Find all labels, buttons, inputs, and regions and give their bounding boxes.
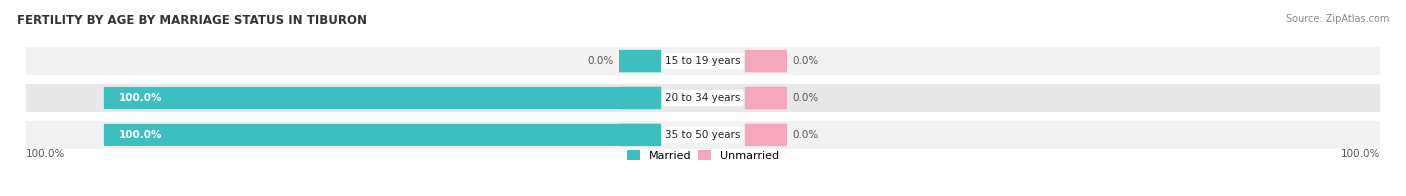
Text: 15 to 19 years: 15 to 19 years xyxy=(665,56,741,66)
Text: 20 to 34 years: 20 to 34 years xyxy=(665,93,741,103)
FancyBboxPatch shape xyxy=(619,87,661,109)
FancyBboxPatch shape xyxy=(745,87,787,109)
FancyBboxPatch shape xyxy=(25,121,1381,149)
Text: 100.0%: 100.0% xyxy=(27,149,66,159)
Text: 35 to 50 years: 35 to 50 years xyxy=(665,130,741,140)
FancyBboxPatch shape xyxy=(104,124,619,146)
Text: Source: ZipAtlas.com: Source: ZipAtlas.com xyxy=(1285,14,1389,24)
Text: 0.0%: 0.0% xyxy=(793,130,820,140)
Legend: Married, Unmarried: Married, Unmarried xyxy=(621,146,785,165)
Text: 0.0%: 0.0% xyxy=(793,56,820,66)
FancyBboxPatch shape xyxy=(745,50,787,72)
Text: 100.0%: 100.0% xyxy=(120,93,163,103)
Text: 100.0%: 100.0% xyxy=(120,130,163,140)
FancyBboxPatch shape xyxy=(619,50,661,72)
Text: 0.0%: 0.0% xyxy=(793,93,820,103)
FancyBboxPatch shape xyxy=(619,124,661,146)
Text: 0.0%: 0.0% xyxy=(586,56,613,66)
FancyBboxPatch shape xyxy=(25,47,1381,75)
FancyBboxPatch shape xyxy=(25,84,1381,112)
Text: FERTILITY BY AGE BY MARRIAGE STATUS IN TIBURON: FERTILITY BY AGE BY MARRIAGE STATUS IN T… xyxy=(17,14,367,27)
FancyBboxPatch shape xyxy=(104,87,619,109)
FancyBboxPatch shape xyxy=(745,124,787,146)
Text: 100.0%: 100.0% xyxy=(1340,149,1379,159)
